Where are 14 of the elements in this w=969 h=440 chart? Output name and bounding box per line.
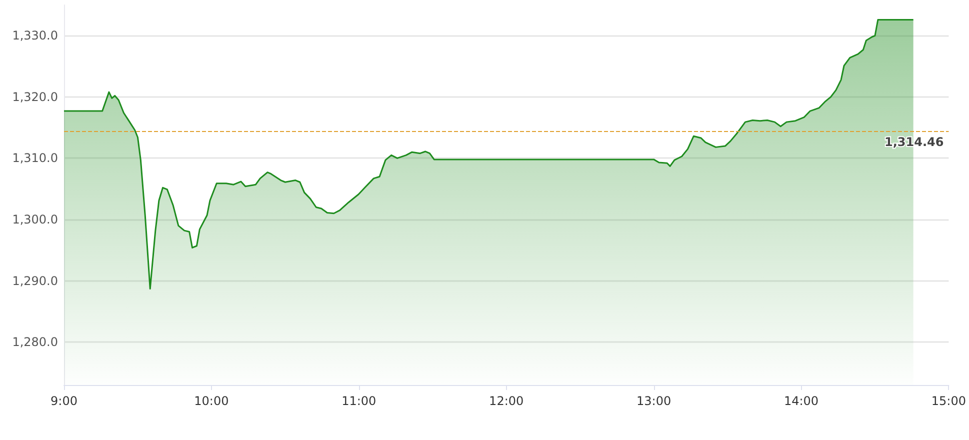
ref-line-label: 1,314.46 xyxy=(884,134,944,149)
x-tick-label: 14:00 xyxy=(784,394,819,408)
y-tick-label: 1,330.0 xyxy=(12,28,58,43)
x-tick-label: 13:00 xyxy=(636,394,672,408)
y-tick-label: 1,310.0 xyxy=(12,151,58,166)
y-tick-label: 1,280.0 xyxy=(12,335,58,350)
y-tick-label: 1,320.0 xyxy=(12,90,58,104)
x-tick-label: 12:00 xyxy=(489,394,524,408)
x-tick-label: 11:00 xyxy=(342,394,376,408)
x-tick-label: 9:00 xyxy=(50,394,78,408)
y-tick-label: 1,300.0 xyxy=(12,212,58,227)
x-tick-label: 15:00 xyxy=(931,394,966,408)
x-tick-label: 10:00 xyxy=(194,394,229,408)
y-tick-label: 1,290.0 xyxy=(12,274,58,288)
